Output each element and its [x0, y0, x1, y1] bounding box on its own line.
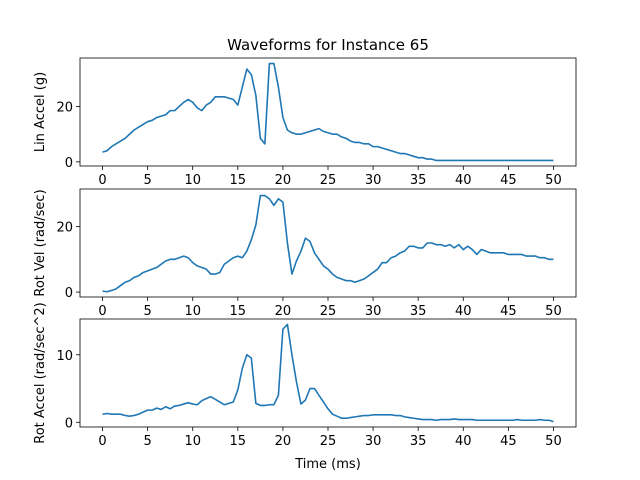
- y-axis-label: Rot Accel (rad/sec^2): [33, 302, 48, 444]
- x-tick-label: 15: [230, 434, 247, 449]
- x-tick-label: 50: [545, 304, 562, 319]
- x-tick-label: 50: [545, 173, 562, 188]
- x-tick-label: 45: [500, 173, 517, 188]
- y-tick-label: 0: [65, 156, 73, 171]
- x-tick-label: 40: [455, 434, 472, 449]
- y-tick-label: 0: [65, 286, 73, 301]
- x-tick-label: 10: [184, 173, 201, 188]
- x-tick-label: 35: [410, 173, 427, 188]
- x-tick-label: 5: [143, 173, 151, 188]
- x-tick-label: 30: [365, 304, 382, 319]
- x-tick-label: 5: [143, 304, 151, 319]
- x-tick-label: 30: [365, 434, 382, 449]
- x-tick-label: 10: [184, 434, 201, 449]
- y-axis-label: Rot Vel (rad/sec): [33, 189, 48, 296]
- axes-frame: [79, 318, 577, 428]
- x-tick-label: 35: [410, 304, 427, 319]
- x-tick-label: 20: [275, 173, 292, 188]
- x-tick-label: 10: [184, 304, 201, 319]
- y-tick-label: 20: [56, 100, 73, 115]
- y-axis-label: Lin Accel (g): [33, 72, 48, 152]
- x-tick-label: 0: [98, 173, 106, 188]
- series-line: [102, 62, 554, 162]
- figure-title: Waveforms for Instance 65: [227, 36, 429, 54]
- x-tick-label: 0: [98, 434, 106, 449]
- x-tick-label: 50: [545, 434, 562, 449]
- subplot-1: 0 5 10 15 20 25 30 35 40 45 50 0 20 Lin Accel (g): [33, 57, 577, 188]
- x-tick-label: 25: [320, 304, 337, 319]
- x-tick-label: 45: [500, 434, 517, 449]
- axes-frame: [79, 57, 577, 167]
- x-tick-label: 15: [230, 173, 247, 188]
- series-line: [102, 323, 554, 423]
- x-axis-label: Time (ms): [294, 457, 361, 472]
- x-tick-label: 40: [455, 304, 472, 319]
- series-line: [102, 194, 554, 293]
- x-tick-label: 20: [275, 434, 292, 449]
- x-tick-label: 25: [320, 434, 337, 449]
- axes-frame: [79, 188, 577, 298]
- x-tick-label: 20: [275, 304, 292, 319]
- subplot-2: 0 5 10 15 20 25 30 35 40 45 50 0 20 Rot Vel (rad/sec): [33, 188, 577, 319]
- x-tick-label: 30: [365, 173, 382, 188]
- x-tick-label: 35: [410, 434, 427, 449]
- y-tick-label: 0: [65, 416, 73, 431]
- y-tick-label: 20: [56, 221, 73, 236]
- x-tick-label: 25: [320, 173, 337, 188]
- x-tick-label: 15: [230, 304, 247, 319]
- x-tick-label: 5: [143, 434, 151, 449]
- x-tick-label: 40: [455, 173, 472, 188]
- x-tick-label: 45: [500, 304, 517, 319]
- x-tick-label: 0: [98, 304, 106, 319]
- y-tick-label: 10: [56, 349, 73, 364]
